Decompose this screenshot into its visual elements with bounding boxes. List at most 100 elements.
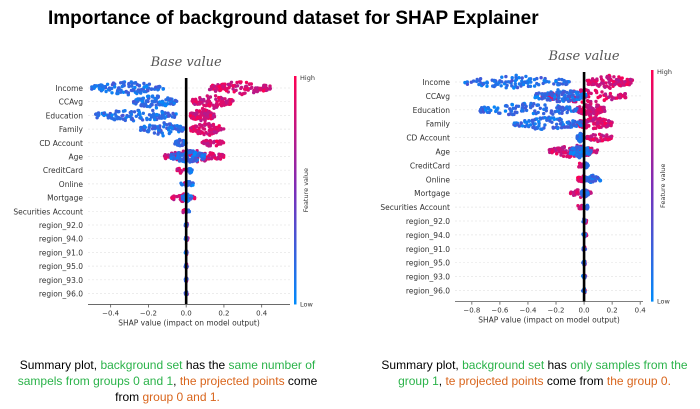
shap-dot <box>195 111 199 115</box>
shap-dot <box>248 82 252 86</box>
shap-dot <box>505 104 509 108</box>
shap-dot <box>137 110 142 115</box>
feature-label: Income <box>422 78 450 87</box>
shap-dot <box>594 115 598 120</box>
shap-dot <box>145 94 150 99</box>
shap-dot <box>178 159 182 163</box>
shap-dot <box>531 111 536 116</box>
shap-dot <box>485 110 490 115</box>
feature-label: region_94.0 <box>39 235 83 244</box>
shap-dot <box>188 167 193 171</box>
shap-dot <box>250 85 254 90</box>
shap-dot <box>209 127 213 132</box>
shap-dot <box>145 116 149 121</box>
shap-dot <box>151 124 155 129</box>
shap-dot <box>231 84 235 88</box>
colorbar-title: Feature value <box>659 164 667 208</box>
shap-dot <box>572 123 576 127</box>
shap-dot <box>180 182 184 187</box>
shap-dot <box>492 105 496 109</box>
shap-dot <box>208 144 212 148</box>
shap-dot <box>535 117 539 121</box>
shap-dot <box>557 77 561 81</box>
shap-dot <box>599 135 603 140</box>
shap-dot <box>209 84 214 89</box>
caption-highlight-orange: the projected points <box>179 374 285 388</box>
shap-dot <box>201 157 206 161</box>
shap-dot <box>166 96 170 100</box>
shap-dot <box>120 84 125 89</box>
shap-dot <box>465 82 470 86</box>
shap-dot <box>161 87 165 91</box>
shap-dot <box>231 87 235 91</box>
slide-title: Importance of background dataset for SHA… <box>48 8 539 29</box>
shap-dot <box>154 103 158 107</box>
shap-dot <box>575 92 579 96</box>
shap-dot <box>514 75 518 80</box>
shap-dot <box>194 124 199 129</box>
shap-dot <box>599 119 603 124</box>
shap-dot <box>153 99 157 104</box>
shap-dot <box>524 74 528 79</box>
caption-left: Summary plot, background set has the sam… <box>5 357 330 405</box>
shap-dot <box>623 93 627 97</box>
shap-dot <box>167 126 171 130</box>
shap-dot <box>594 82 598 86</box>
shap-dot <box>513 110 517 114</box>
shap-dot <box>542 78 546 83</box>
shap-dot <box>608 86 612 90</box>
shap-dot <box>601 134 606 138</box>
shap-dot <box>144 103 148 107</box>
shap-dot <box>208 130 212 135</box>
shap-dot <box>596 121 600 125</box>
shap-dot <box>562 150 566 155</box>
shap-dot <box>597 139 601 143</box>
x-axis-title: SHAP value (impact on model output) <box>118 318 260 327</box>
shap-dot <box>521 82 526 87</box>
shap-dot <box>510 76 514 80</box>
shap-dot <box>500 75 504 79</box>
shap-dot <box>239 80 243 84</box>
shap-dot <box>535 76 539 81</box>
shap-dot <box>216 155 220 160</box>
shap-dot <box>204 130 208 135</box>
shap-dot <box>206 141 210 146</box>
shap-dot <box>167 122 172 126</box>
shap-dot <box>141 103 145 107</box>
shap-dot <box>170 126 174 130</box>
shap-dot <box>166 114 171 118</box>
shap-dot <box>217 95 221 100</box>
shap-dot <box>586 110 590 114</box>
shap-dot <box>148 123 152 127</box>
shap-dot <box>534 92 539 96</box>
shap-dot <box>192 152 196 157</box>
shap-dot <box>201 108 206 113</box>
shap-dot <box>571 147 575 151</box>
shap-dot <box>578 123 583 127</box>
shap-dot <box>579 88 584 92</box>
base-value-annotation: Base value <box>548 49 620 64</box>
shap-dot <box>532 102 536 106</box>
shap-summary-plot-left: Income CCAvg Education Family CD Account Age C… <box>13 55 315 327</box>
shap-dot <box>145 84 149 88</box>
x-tick-label: 0.0 <box>579 307 590 315</box>
shap-dot <box>102 111 106 116</box>
shap-dot <box>515 122 519 127</box>
shap-dot <box>211 141 216 145</box>
feature-label: region_93.0 <box>39 276 83 285</box>
x-tick-label: 0.0 <box>181 309 192 317</box>
shap-dot <box>213 89 218 93</box>
shap-dot <box>110 91 114 95</box>
shap-dot <box>527 119 531 123</box>
shap-dot <box>497 111 501 115</box>
shap-dot <box>188 114 193 118</box>
shap-dot <box>612 75 616 79</box>
shap-dot <box>170 115 175 119</box>
shap-dot <box>591 180 595 184</box>
shap-dot <box>493 84 497 88</box>
feature-label: Age <box>68 153 83 162</box>
shap-dot <box>558 111 562 115</box>
shap-dot <box>541 81 545 86</box>
x-tick-label: −0.6 <box>491 307 509 315</box>
shap-dot <box>486 106 490 110</box>
